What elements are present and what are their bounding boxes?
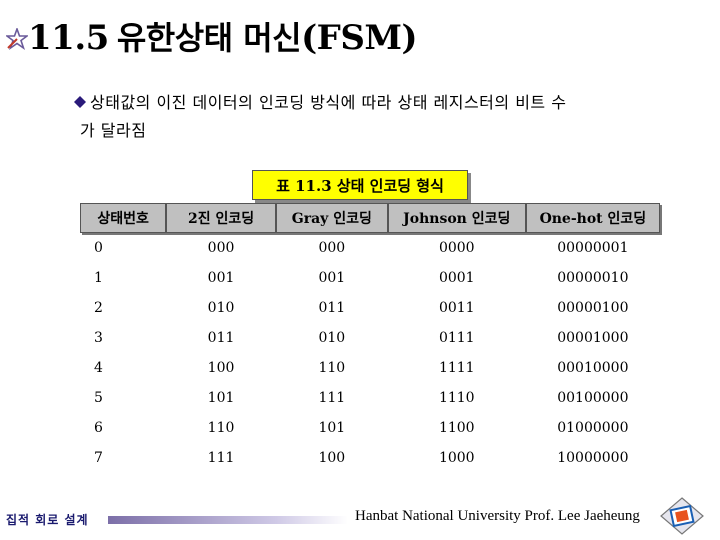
page-title: 11.5 유한상태 머신(FSM) <box>28 13 418 59</box>
table-cell: 000 <box>207 240 235 256</box>
table-cell: 101 <box>207 390 235 406</box>
table-header-row: 상태번호 2진 인코딩 Gray 인코딩 Johnson 인코딩 One-hot 인코딩 <box>80 203 660 233</box>
table-cell: 000 <box>318 240 346 256</box>
title-korean: 유한상태 머신 <box>116 19 302 57</box>
table-cell: 4 <box>94 360 103 376</box>
table-cell: 00010000 <box>557 360 629 376</box>
footer-decorative-bar <box>108 516 348 524</box>
bullet-text: 상태값의 이진 데이터의 인코딩 방식에 따라 상태 레지스터의 비트 수 <box>90 93 567 112</box>
table-cell: 01000000 <box>557 420 629 436</box>
table-cell: 1111 <box>438 360 475 376</box>
university-logo-icon <box>660 497 704 535</box>
table-cell: 100 <box>318 450 346 466</box>
table-cell: 00000100 <box>557 300 629 316</box>
diamond-bullet-icon <box>74 96 86 108</box>
table-cell: 3 <box>94 330 103 346</box>
table-cell: 00000001 <box>557 240 629 256</box>
table-cell: 110 <box>318 360 346 376</box>
table-cell: 1 <box>94 270 103 286</box>
table-cell: 6 <box>94 420 103 436</box>
table-row: 3 011 010 0111 00001000 <box>80 323 660 353</box>
table-header-cell: 2진 인코딩 <box>166 203 276 233</box>
table-cell: 00001000 <box>557 330 629 346</box>
table-cell: 00100000 <box>557 390 629 406</box>
table-cell: 011 <box>318 300 346 316</box>
footer-credit: Hanbat National University Prof. Lee Jae… <box>355 508 640 524</box>
table-row: 4 100 110 1111 00010000 <box>80 353 660 383</box>
table-row: 1 001 001 0001 00000010 <box>80 263 660 293</box>
table-cell: 10000000 <box>557 450 629 466</box>
table-cell: 110 <box>207 420 235 436</box>
title-abbr: (FSM) <box>301 18 418 58</box>
table-cell: 0111 <box>438 330 475 346</box>
table-cell: 001 <box>318 270 346 286</box>
table-cell: 1000 <box>438 450 475 466</box>
table-header-cell: One-hot 인코딩 <box>525 203 660 233</box>
table-row: 2 010 011 0011 00000100 <box>80 293 660 323</box>
table-cell: 010 <box>318 330 346 346</box>
bullet-text-continued: 가 달라짐 <box>80 121 147 140</box>
bullet-item: 상태값의 이진 데이터의 인코딩 방식에 따라 상태 레지스터의 비트 수 <box>74 92 684 114</box>
table-cell: 0000 <box>438 240 475 256</box>
table-cell: 101 <box>318 420 346 436</box>
table-cell: 5 <box>94 390 103 406</box>
table-row: 6 110 101 1100 01000000 <box>80 413 660 443</box>
table-cell: 00000010 <box>557 270 629 286</box>
table-cell: 0001 <box>438 270 475 286</box>
table-cell: 001 <box>207 270 235 286</box>
star-icon <box>6 28 28 50</box>
table-row: 5 101 111 1110 00100000 <box>80 383 660 413</box>
table-header-cell: 상태번호 <box>80 203 167 233</box>
table-cell: 1100 <box>438 420 475 436</box>
slide-title-row: 11.5 유한상태 머신(FSM) <box>6 10 418 62</box>
table-cell: 2 <box>94 300 103 316</box>
table-cell: 010 <box>207 300 235 316</box>
table-cell: 100 <box>207 360 235 376</box>
title-number: 11.5 <box>28 18 109 58</box>
encoding-table: 상태번호 2진 인코딩 Gray 인코딩 Johnson 인코딩 One-hot 인코딩… <box>80 203 660 473</box>
table-header-cell: Gray 인코딩 <box>275 203 388 233</box>
table-cell: 0011 <box>438 300 475 316</box>
table-cell: 111 <box>318 390 346 406</box>
table-row: 0 000 000 0000 00000001 <box>80 233 660 263</box>
table-row: 7 111 100 1000 10000000 <box>80 443 660 473</box>
table-cell: 1110 <box>438 390 475 406</box>
footer-course-name: 집적 회로 설계 <box>6 513 89 527</box>
table-cell: 011 <box>207 330 235 346</box>
table-body: 0 000 000 0000 00000001 1 001 001 0001 00000010 2 0… <box>80 233 660 473</box>
table-cell: 7 <box>94 450 103 466</box>
table-cell: 111 <box>207 450 235 466</box>
table-header-cell: Johnson 인코딩 <box>387 203 526 233</box>
table-cell: 0 <box>94 240 103 256</box>
table-caption: 표 11.3 상태 인코딩 형식 <box>252 170 468 200</box>
